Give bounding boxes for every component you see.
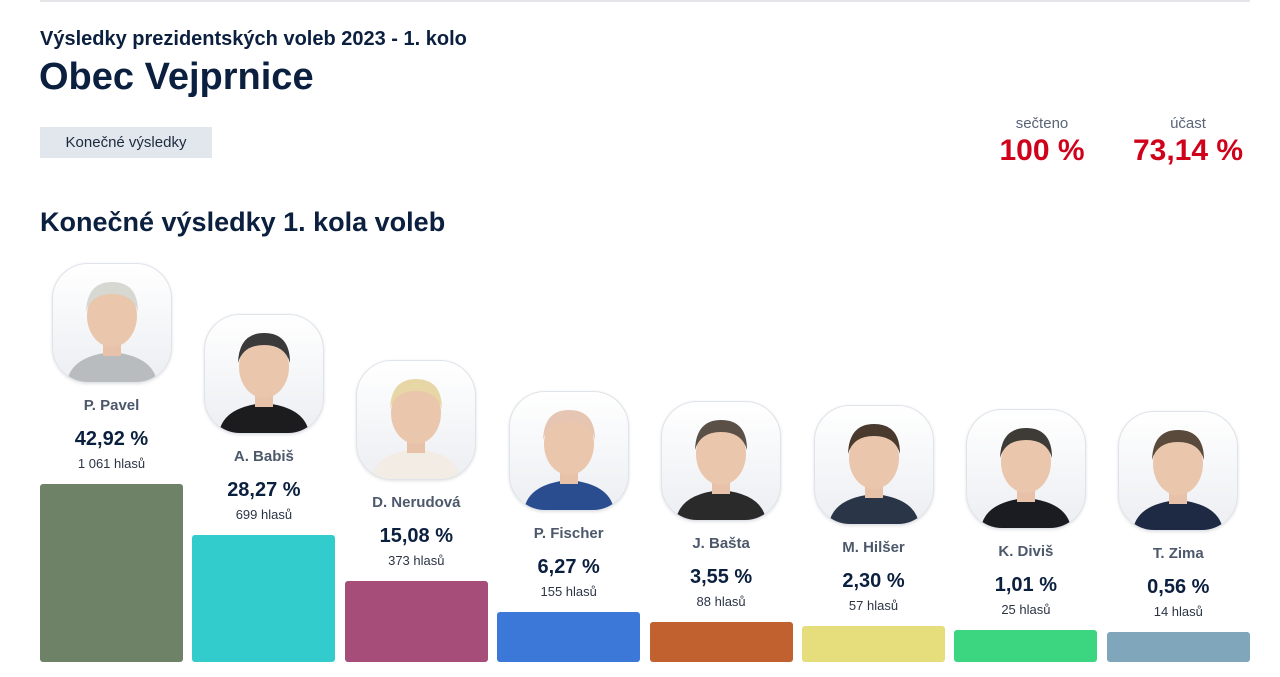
person-portrait-icon xyxy=(1133,430,1224,531)
candidate-photo xyxy=(203,314,324,435)
turnout-value: 73,14 % xyxy=(1132,134,1244,167)
candidate-votes: 25 hlasů xyxy=(1001,602,1051,618)
counted-label: sečteno xyxy=(1015,115,1069,132)
candidate-name: P. Pavel xyxy=(83,396,140,414)
candidate-photo xyxy=(661,400,782,521)
person-portrait-icon xyxy=(218,333,309,434)
candidate-column: K. Diviš 1,01 % 25 hlasů xyxy=(954,409,1098,662)
candidate-photo xyxy=(51,262,172,383)
candidate-bar xyxy=(497,612,641,662)
candidate-column: T. Zima 0,56 % 14 hlasů xyxy=(1106,411,1250,662)
candidate-name: D. Nerudová xyxy=(372,494,461,512)
candidate-percent: 2,30 % xyxy=(842,569,905,592)
person-portrait-icon xyxy=(66,281,157,382)
person-portrait-icon xyxy=(676,419,767,520)
final-results-badge: Konečné výsledky xyxy=(40,127,212,158)
candidate-name: P. Fischer xyxy=(533,525,604,543)
candidate-name: M. Hilšer xyxy=(842,538,905,556)
candidate-percent: 6,27 % xyxy=(537,556,600,579)
candidate-bar xyxy=(802,625,945,662)
candidate-percent: 42,92 % xyxy=(74,427,149,450)
candidate-bar xyxy=(1106,632,1250,662)
page-subtitle: Výsledky prezidentských voleb 2023 - 1. … xyxy=(40,28,467,50)
candidate-column: J. Bašta 3,55 % 88 hlasů xyxy=(649,400,793,662)
candidate-column: D. Nerudová 15,08 % 373 hlasů xyxy=(344,360,488,662)
candidate-percent: 0,56 % xyxy=(1147,576,1210,599)
candidate-percent: 1,01 % xyxy=(994,574,1058,597)
candidate-column: A. Babiš 28,27 % 699 hlasů xyxy=(192,314,336,662)
turnout-label: účast xyxy=(1170,115,1206,132)
candidate-votes: 699 hlasů xyxy=(235,507,293,523)
candidate-bar xyxy=(344,581,488,662)
candidate-photo xyxy=(1118,411,1239,532)
person-portrait-icon xyxy=(980,428,1071,529)
candidate-photo xyxy=(965,409,1086,530)
top-divider xyxy=(40,0,1250,2)
candidate-bar xyxy=(192,535,336,662)
candidate-bar xyxy=(40,483,183,662)
candidate-photo xyxy=(508,391,629,512)
person-portrait-icon xyxy=(828,423,919,524)
candidate-votes: 155 hlasů xyxy=(540,584,597,600)
candidate-column: P. Pavel 42,92 % 1 061 hlasů xyxy=(40,262,183,662)
candidate-photo xyxy=(813,404,934,525)
person-portrait-icon xyxy=(371,379,462,480)
section-title: Konečné výsledky 1. kola voleb xyxy=(40,207,446,237)
candidate-percent: 3,55 % xyxy=(689,565,753,588)
candidate-votes: 88 hlasů xyxy=(696,593,746,609)
candidate-votes: 14 hlasů xyxy=(1153,604,1203,620)
counted-stat: sečteno 100 % xyxy=(996,115,1088,168)
counted-value: 100 % xyxy=(999,134,1085,167)
candidate-votes: 1 061 hlasů xyxy=(77,455,146,471)
candidate-bar xyxy=(954,630,1098,662)
candidate-name: A. Babiš xyxy=(233,448,294,466)
candidate-percent: 28,27 % xyxy=(227,479,301,502)
candidate-votes: 57 hlasů xyxy=(848,597,899,613)
candidate-name: J. Bašta xyxy=(692,534,750,552)
candidate-name: K. Diviš xyxy=(998,543,1054,561)
candidate-photo xyxy=(356,360,477,481)
candidate-column: P. Fischer 6,27 % 155 hlasů xyxy=(497,391,641,662)
candidate-name: T. Zima xyxy=(1152,545,1204,563)
candidate-votes: 373 hlasů xyxy=(388,553,445,569)
candidate-column: M. Hilšer 2,30 % 57 hlasů xyxy=(802,404,945,662)
person-portrait-icon xyxy=(523,410,614,511)
candidate-percent: 15,08 % xyxy=(379,525,453,548)
page-title: Obec Vejprnice xyxy=(39,56,314,98)
candidate-bar xyxy=(649,621,793,662)
turnout-stat: účast 73,14 % xyxy=(1126,115,1250,168)
